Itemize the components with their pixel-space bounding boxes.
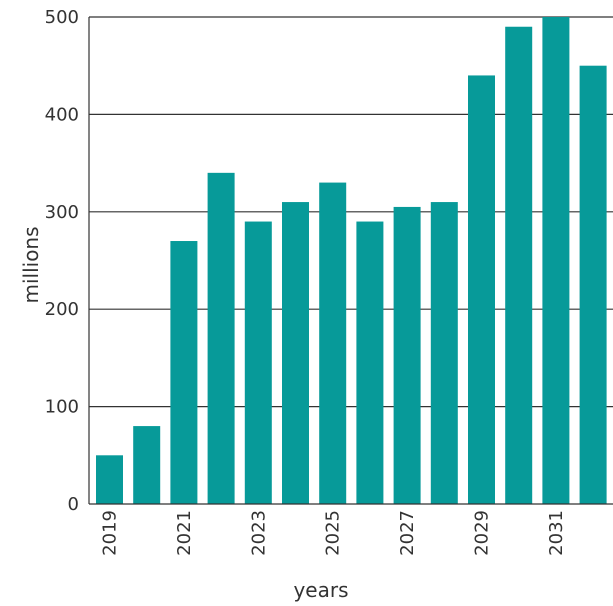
x-tick-labels: 2019 2021 2023 2025 2027 2029 2031 bbox=[100, 510, 567, 556]
x-axis-label: years bbox=[293, 578, 348, 602]
x-tick-label-2025: 2025 bbox=[323, 510, 344, 556]
y-tick-label-500: 500 bbox=[45, 7, 79, 28]
bar-2020 bbox=[133, 426, 161, 504]
bar-2027 bbox=[393, 206, 421, 504]
bar-2019 bbox=[96, 455, 123, 504]
y-axis-label: millions bbox=[19, 226, 43, 303]
bar-2025 bbox=[319, 182, 347, 504]
bar-2029 bbox=[468, 75, 495, 504]
x-tick-label-2029: 2029 bbox=[472, 510, 493, 556]
y-tick-label-400: 400 bbox=[45, 104, 79, 125]
x-tick-label-2031: 2031 bbox=[546, 510, 567, 556]
bar-2026 bbox=[356, 221, 384, 505]
y-tick-label-300: 300 bbox=[45, 202, 79, 223]
y-tick-label-200: 200 bbox=[45, 299, 79, 320]
x-tick-label-2019: 2019 bbox=[100, 510, 121, 556]
bar-2021 bbox=[170, 241, 198, 504]
y-tick-label-0: 0 bbox=[68, 494, 79, 515]
bar-2023 bbox=[244, 221, 272, 505]
x-tick-label-2023: 2023 bbox=[248, 510, 269, 556]
x-tick-label-2027: 2027 bbox=[397, 510, 418, 556]
bar-2028 bbox=[430, 202, 458, 504]
bar-2024 bbox=[282, 202, 309, 504]
bar-2022 bbox=[207, 172, 235, 504]
bar-2030 bbox=[505, 26, 533, 505]
x-tick-label-2021: 2021 bbox=[174, 510, 195, 556]
gridlines bbox=[89, 16, 613, 408]
y-tick-label-100: 100 bbox=[45, 397, 79, 418]
bars bbox=[96, 17, 607, 505]
y-tick-labels: 0 100 200 300 400 500 bbox=[45, 7, 79, 515]
bar-2031 bbox=[542, 17, 570, 504]
bar-2032 bbox=[579, 65, 607, 504]
axes bbox=[88, 17, 613, 505]
